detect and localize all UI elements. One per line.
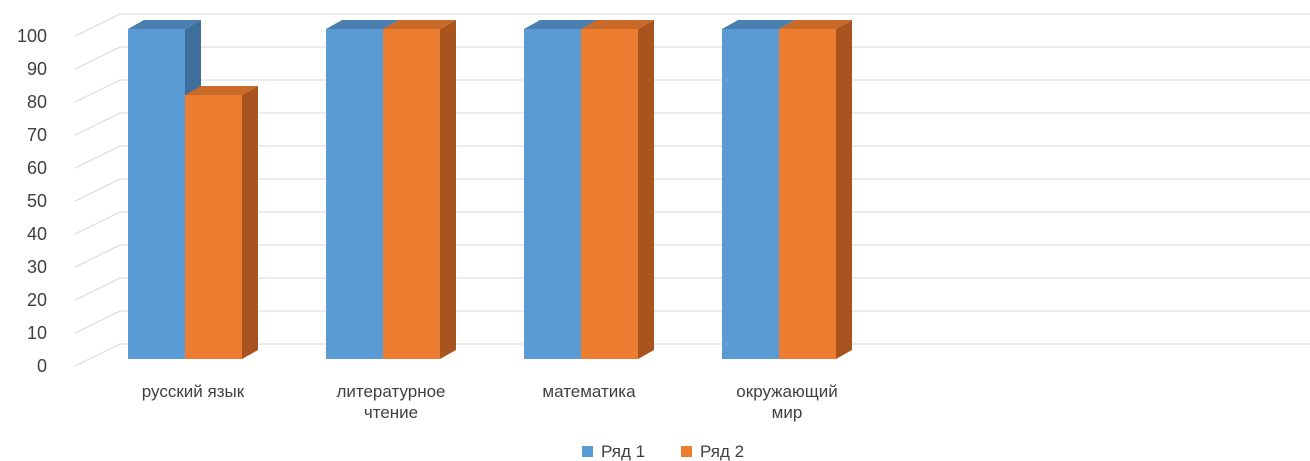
y-tick-label: 60	[27, 158, 47, 178]
bars	[128, 20, 852, 359]
gridline-side	[74, 211, 121, 235]
y-tick-label: 90	[27, 59, 47, 79]
bar	[524, 20, 597, 359]
bar-front	[185, 95, 242, 359]
gridline-side	[74, 343, 121, 367]
y-tick-label: 80	[27, 92, 47, 112]
bar-top	[524, 20, 597, 29]
bar-front	[383, 29, 440, 359]
legend-item: Ряд 1	[582, 442, 645, 461]
gridline-side	[74, 145, 121, 169]
bar-front	[128, 29, 185, 359]
bar-top	[383, 20, 456, 29]
y-tick-label: 100	[17, 26, 47, 46]
y-tick-label: 20	[27, 290, 47, 310]
x-axis-labels: русский язык литературное чтение математика…	[142, 382, 838, 422]
x-category-label: русский язык	[142, 382, 245, 401]
bar	[779, 20, 852, 359]
x-category-label: окружающий мир	[736, 382, 837, 422]
bar-front	[524, 29, 581, 359]
gridline-side	[74, 13, 121, 37]
bar-side	[440, 20, 456, 359]
legend-label: Ряд 1	[601, 442, 645, 461]
bar-top	[581, 20, 654, 29]
y-tick-label: 0	[37, 356, 47, 376]
gridline-side	[74, 244, 121, 268]
legend: Ряд 1 Ряд 2	[582, 442, 744, 461]
y-tick-label: 40	[27, 224, 47, 244]
y-tick-label: 30	[27, 257, 47, 277]
bar	[383, 20, 456, 359]
legend-item: Ряд 2	[681, 442, 744, 461]
bar-top	[722, 20, 795, 29]
bar-side	[836, 20, 852, 359]
bar-front	[722, 29, 779, 359]
legend-swatch	[582, 446, 593, 457]
bar-side	[638, 20, 654, 359]
bar-front	[326, 29, 383, 359]
gridline-side	[74, 310, 121, 334]
gridline-side	[74, 112, 121, 136]
bar	[581, 20, 654, 359]
legend-label: Ряд 2	[700, 442, 744, 461]
gridlines	[74, 13, 1310, 367]
y-tick-label: 70	[27, 125, 47, 145]
gridline-side	[74, 79, 121, 103]
bar-top	[779, 20, 852, 29]
legend-swatch	[681, 446, 692, 457]
y-axis-ticks: 0 10 20 30 40 50 60 70 80 90 100	[17, 26, 47, 376]
y-tick-label: 10	[27, 323, 47, 343]
bar-front	[581, 29, 638, 359]
bar-top	[185, 86, 258, 95]
gridline-side	[74, 277, 121, 301]
bar-top	[128, 20, 201, 29]
y-tick-label: 50	[27, 191, 47, 211]
gridline-side	[74, 178, 121, 202]
gridline-side	[74, 46, 121, 70]
x-category-label: математика	[542, 382, 636, 401]
bar-front	[779, 29, 836, 359]
x-category-label: литературное чтение	[336, 382, 445, 422]
bar-side	[242, 86, 258, 359]
bar-top	[326, 20, 399, 29]
bar	[185, 86, 258, 359]
